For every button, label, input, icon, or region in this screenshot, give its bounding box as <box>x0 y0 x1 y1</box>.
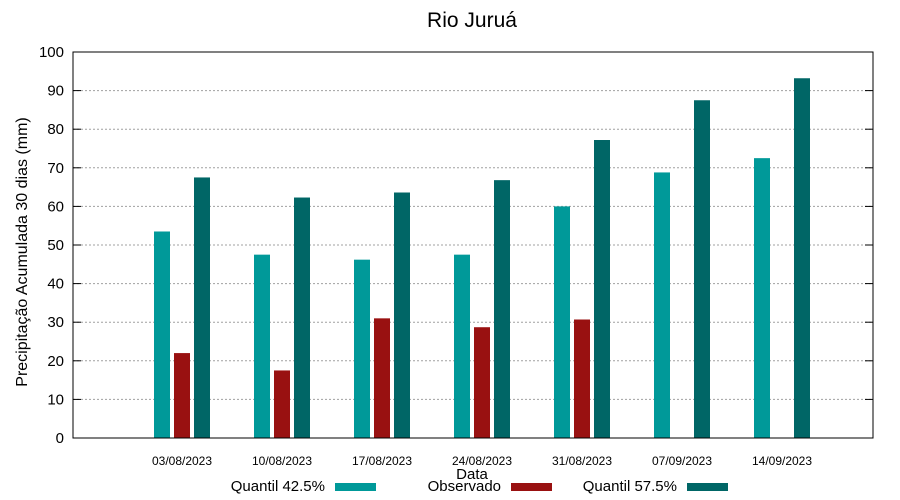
bars <box>154 78 810 439</box>
y-axis-label: Precipitação Acumulada 30 dias (mm) <box>14 117 31 386</box>
x-tick-label: 10/08/2023 <box>252 454 312 468</box>
legend: Quantil 42.5% Observado Quantil 57.5% <box>231 478 728 495</box>
legend-swatch <box>511 483 552 491</box>
x-tick-label: 07/09/2023 <box>652 454 712 468</box>
chart-title: Rio Juruá <box>427 9 517 32</box>
legend-label: Observado <box>428 478 501 495</box>
y-tick-label: 0 <box>56 430 64 447</box>
x-tick-label: 24/08/2023 <box>452 454 512 468</box>
bar-observado <box>574 319 590 438</box>
bar-quantil-42-5 <box>754 158 770 438</box>
y-tick-label: 50 <box>47 237 64 254</box>
bar-quantil-42-5 <box>654 172 670 438</box>
bar-quantil-42-5 <box>554 206 570 438</box>
x-tick-label: 17/08/2023 <box>352 454 412 468</box>
y-tick-label: 10 <box>47 391 64 408</box>
y-tick-label: 100 <box>39 44 64 61</box>
y-tick-label: 90 <box>47 83 64 100</box>
x-tick-label: 31/08/2023 <box>552 454 612 468</box>
legend-swatch <box>687 483 728 491</box>
x-axis: 03/08/2023 10/08/2023 17/08/2023 24/08/2023… <box>152 454 812 468</box>
legend-swatch <box>335 483 376 491</box>
bar-quantil-42-5 <box>454 254 470 438</box>
y-axis: 0 10 20 30 40 50 60 70 80 90 100 <box>39 44 873 447</box>
bar-quantil-57-5 <box>694 100 710 438</box>
x-axis-label: Data <box>456 466 488 483</box>
bar-quantil-57-5 <box>394 192 410 438</box>
bar-quantil-57-5 <box>594 140 610 438</box>
y-tick-label: 20 <box>47 353 64 370</box>
legend-label: Quantil 57.5% <box>583 478 677 495</box>
bar-quantil-57-5 <box>194 177 210 438</box>
bar-quantil-42-5 <box>154 231 170 438</box>
x-tick-label: 14/09/2023 <box>752 454 812 468</box>
y-tick-label: 30 <box>47 314 64 331</box>
bar-quantil-42-5 <box>354 259 370 438</box>
bar-quantil-57-5 <box>794 78 810 439</box>
bar-quantil-57-5 <box>294 197 310 438</box>
y-tick-label: 40 <box>47 276 64 293</box>
grid <box>73 90 873 400</box>
legend-label: Quantil 42.5% <box>231 478 325 495</box>
bar-quantil-42-5 <box>254 254 270 438</box>
bar-observado <box>274 370 290 438</box>
bar-observado <box>374 318 390 438</box>
bar-observado <box>474 327 490 438</box>
bar-quantil-57-5 <box>494 180 510 439</box>
y-tick-label: 60 <box>47 198 64 215</box>
y-tick-label: 70 <box>47 160 64 177</box>
y-tick-label: 80 <box>47 121 64 138</box>
x-tick-label: 03/08/2023 <box>152 454 212 468</box>
bar-observado <box>174 353 190 438</box>
